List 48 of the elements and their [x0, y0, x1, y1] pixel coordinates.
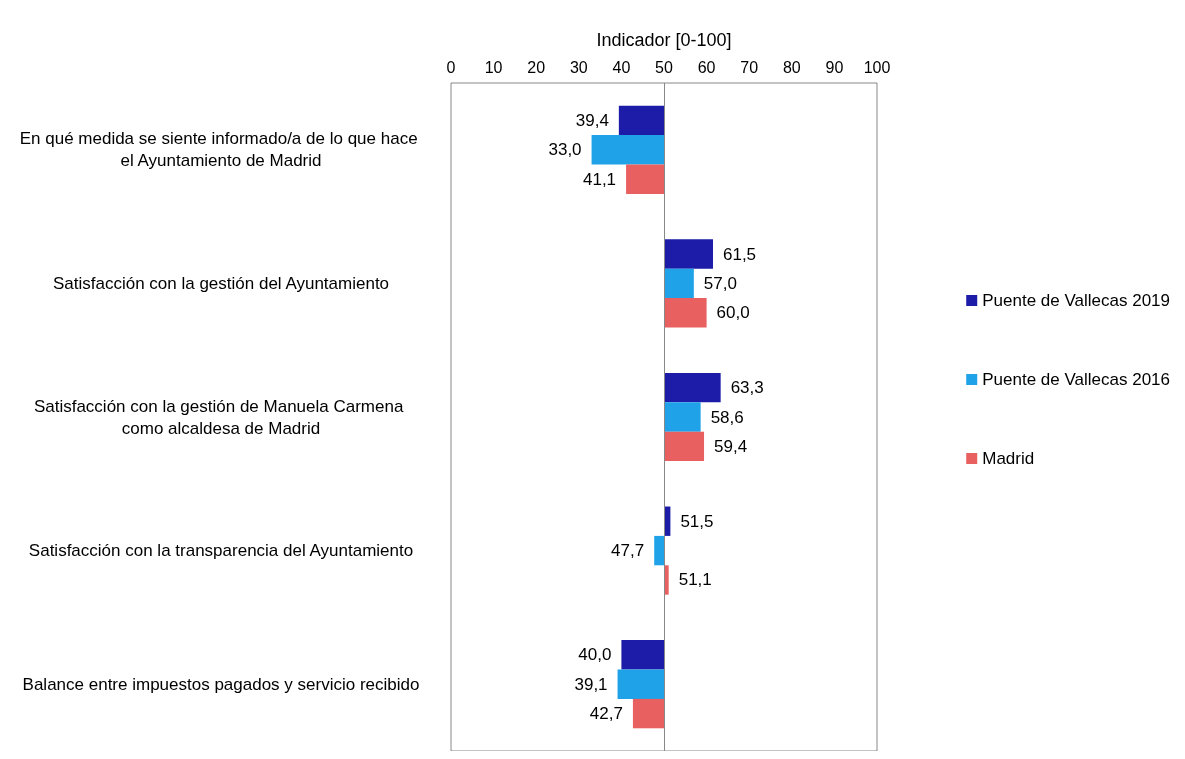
- x-tick-label: 30: [569, 58, 588, 76]
- data-label: 63,3: [730, 378, 764, 398]
- y-tick-label: Satisfacción con la transparencia del Ayuntamiento: [28, 541, 414, 561]
- x-tick-label: 90: [825, 58, 844, 76]
- x-tick-label: 80: [782, 58, 801, 76]
- bar: [591, 135, 664, 165]
- data-label: 59,4: [714, 436, 748, 456]
- bar: [664, 268, 694, 299]
- data-label: 58,6: [710, 407, 744, 427]
- x-tick-label: 0: [446, 58, 456, 76]
- y-tick-label: Satisfacción con la gestión del Ayuntamiento: [52, 273, 390, 293]
- data-label: 57,0: [703, 273, 737, 293]
- bar: [632, 698, 664, 729]
- data-label: 40,0: [578, 645, 612, 665]
- x-tick-label: 100: [863, 58, 891, 76]
- x-axis-title: Indicador [0-100]: [596, 30, 732, 50]
- y-tick-label: Balance entre impuestos pagados y servicio recibido: [22, 674, 420, 694]
- x-tick-label: 40: [612, 58, 631, 76]
- bar: [664, 239, 713, 269]
- bar: [664, 431, 705, 462]
- bar: [664, 372, 721, 403]
- legend-label: Puente de Vallecas 2016: [982, 370, 1171, 389]
- data-label: 41,1: [582, 169, 617, 189]
- x-tick-label: 10: [484, 58, 503, 76]
- bar: [621, 640, 664, 670]
- data-label: 61,5: [722, 244, 757, 264]
- data-label: 47,7: [611, 541, 645, 561]
- bar: [626, 164, 664, 194]
- bar: [617, 669, 664, 699]
- x-tick-label: 60: [697, 58, 716, 76]
- data-label: 39,1: [574, 674, 608, 694]
- x-tick-label: 50: [655, 58, 673, 76]
- legend-label: Madrid: [982, 449, 1035, 468]
- data-label: 33,0: [548, 140, 582, 160]
- bar: [618, 105, 664, 136]
- x-tick-label: 20: [527, 58, 546, 76]
- data-label: 39,4: [575, 110, 609, 130]
- y-tick-label: Satisfacción con la gestión de Manuela Carmena como alcaldesa de Madrid: [33, 396, 409, 438]
- bar: [664, 402, 701, 432]
- y-tick-label: En qué medida se siente informado/a de lo que hace el Ayuntamiento de Madrid: [19, 129, 423, 171]
- data-label: 42,7: [589, 704, 623, 724]
- data-label: 51,1: [678, 570, 712, 590]
- bar: [664, 298, 707, 328]
- legend-label: Puente de Vallecas 2019: [982, 291, 1171, 310]
- x-tick-label: 70: [740, 58, 759, 76]
- bar: [654, 535, 664, 566]
- data-label: 51,5: [680, 511, 714, 531]
- data-label: 60,0: [716, 303, 750, 323]
